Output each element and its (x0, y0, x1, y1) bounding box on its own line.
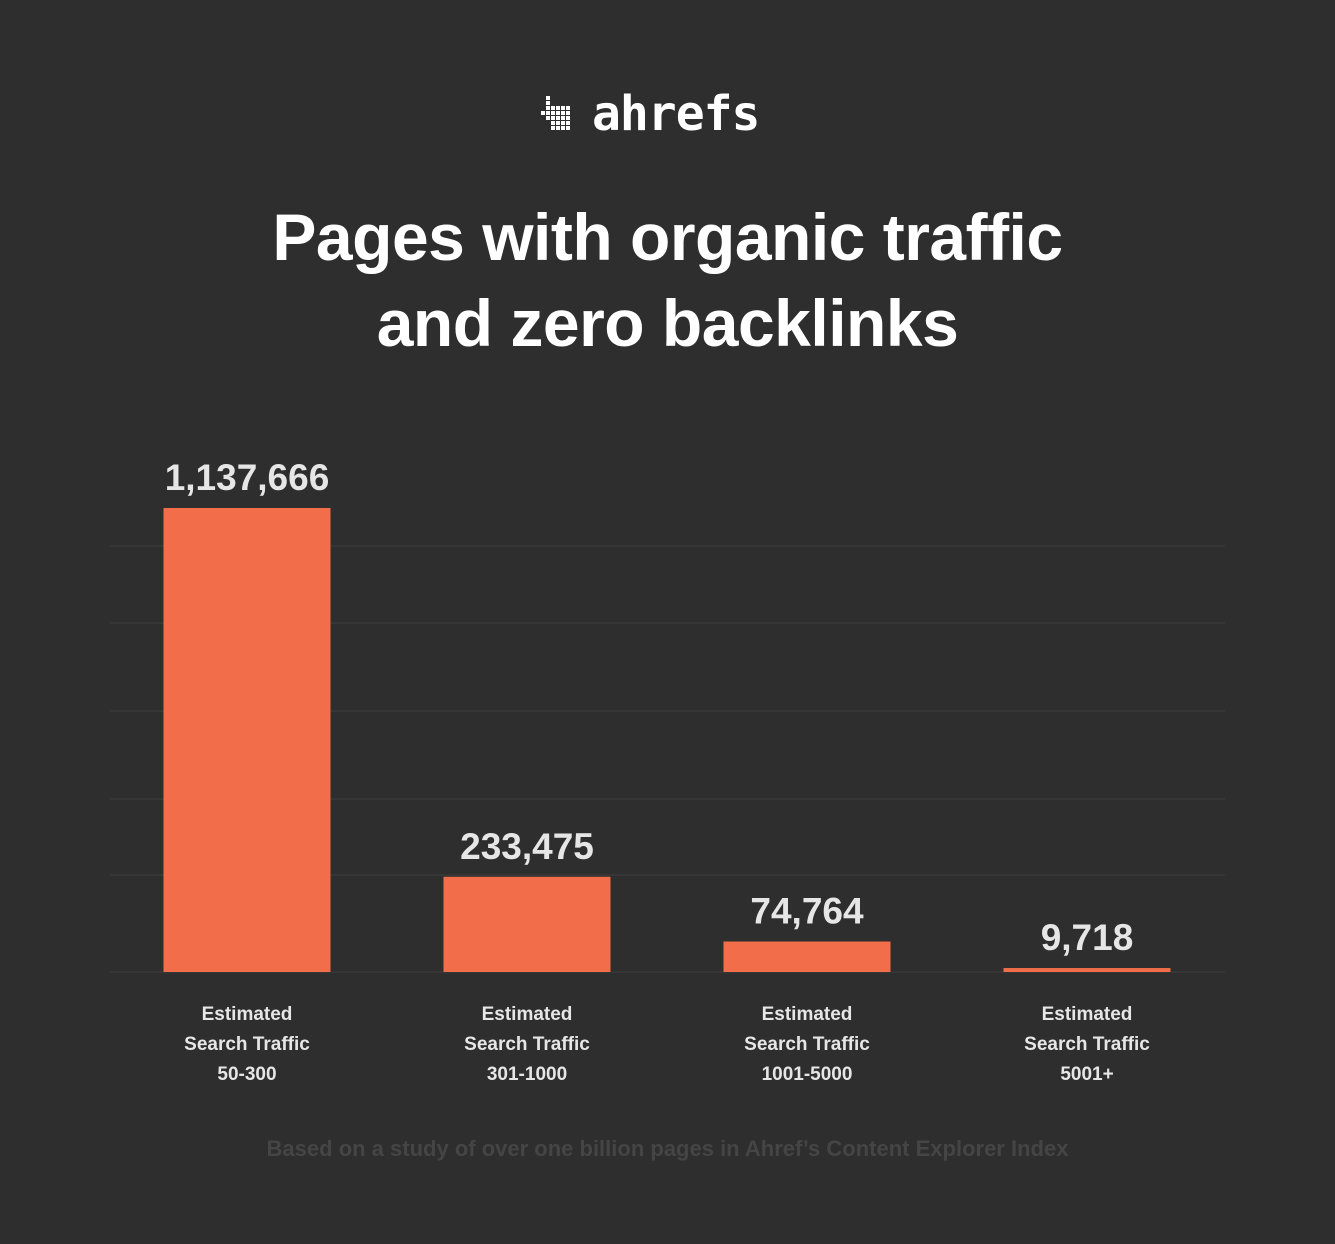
category-labels: Estimated Search Traffic 50-300 Estimated Se… (184, 1004, 1150, 1085)
bar (723, 941, 891, 972)
chart-title-line-1: Pages with organic traffic (272, 200, 1063, 274)
bar-value-labels: 1,137,666 233,475 74,764 9,718 (165, 457, 1134, 958)
category-label: Search Traffic (464, 1034, 590, 1055)
category-label: Estimated (762, 1004, 853, 1025)
category-label: Search Traffic (744, 1034, 870, 1055)
bars (163, 508, 1171, 972)
category-label: Search Traffic (184, 1034, 310, 1055)
bar-value-label: 74,764 (750, 891, 864, 932)
bar (163, 508, 331, 972)
category-label: 50-300 (217, 1064, 276, 1085)
bar-value-label: 9,718 (1041, 917, 1134, 958)
bar (1003, 968, 1171, 972)
category-label: Estimated (482, 1004, 573, 1025)
category-label: Estimated (202, 1004, 293, 1025)
chart-title: Pages with organic traffic and zero back… (0, 194, 1335, 366)
chart-title-line-2: and zero backlinks (376, 286, 959, 360)
bar-value-label: 1,137,666 (165, 457, 330, 498)
footnote: Based on a study of over one billion pag… (266, 1136, 1069, 1161)
ahrefs-logo: ahrefs (538, 86, 760, 142)
bar-value-label: 233,475 (460, 826, 594, 867)
category-label: 1001-5000 (762, 1064, 853, 1085)
bar (443, 876, 611, 972)
category-label: 5001+ (1060, 1064, 1113, 1085)
category-label: 301-1000 (487, 1064, 567, 1085)
category-label: Estimated (1042, 1004, 1133, 1025)
logo-wordmark: ahrefs (592, 86, 760, 142)
category-label: Search Traffic (1024, 1034, 1150, 1055)
ahrefs-pixel-arrow-icon (541, 96, 570, 130)
